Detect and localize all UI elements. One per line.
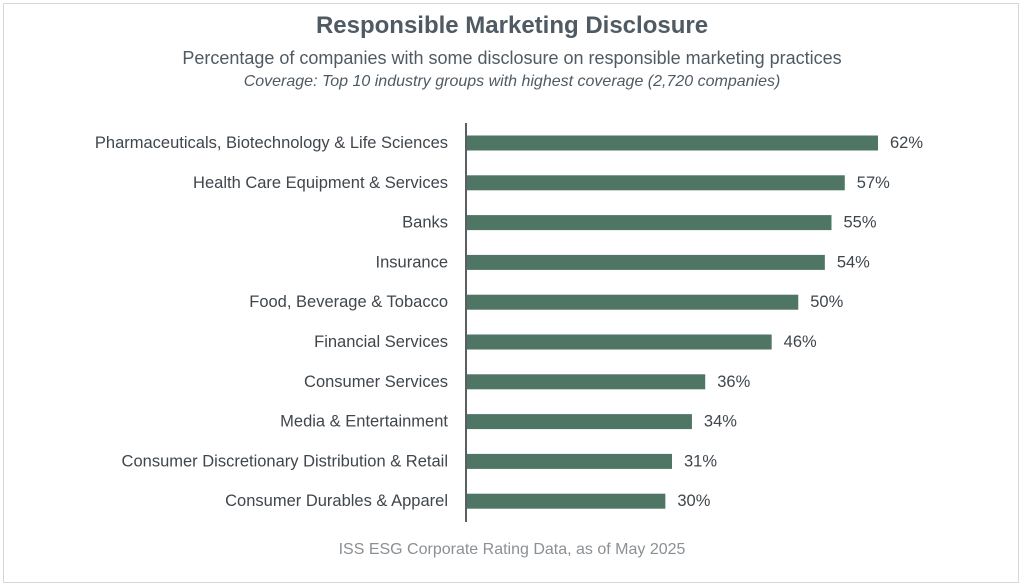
chart-subtitle: Percentage of companies with some disclo… <box>182 48 842 68</box>
chart-frame <box>3 3 1019 583</box>
value-label: 30% <box>677 492 710 510</box>
category-label: Consumer Durables & Apparel <box>225 492 448 510</box>
value-label: 57% <box>857 174 890 192</box>
value-label: 46% <box>784 333 817 351</box>
category-label: Food, Beverage & Tobacco <box>249 293 448 311</box>
value-label: 34% <box>704 413 737 431</box>
category-label: Financial Services <box>314 333 448 351</box>
bar <box>466 493 666 509</box>
value-label: 55% <box>843 214 876 232</box>
bar <box>466 414 692 430</box>
bar <box>466 334 772 350</box>
category-label: Banks <box>402 214 448 232</box>
bar <box>466 254 825 270</box>
category-label: Insurance <box>376 253 448 271</box>
bar <box>466 135 878 151</box>
value-label: 36% <box>717 373 750 391</box>
category-label: Pharmaceuticals, Biotechnology & Life Sc… <box>95 134 448 152</box>
coverage-note: Coverage: Top 10 industry groups with hi… <box>243 73 781 90</box>
value-label: 50% <box>810 293 843 311</box>
bar <box>466 175 845 191</box>
bar <box>466 453 672 469</box>
category-label: Health Care Equipment & Services <box>193 174 448 192</box>
category-label: Consumer Discretionary Distribution & Re… <box>122 452 448 470</box>
bar <box>466 215 832 231</box>
bar <box>466 294 799 310</box>
category-label: Media & Entertainment <box>280 413 448 431</box>
value-label: 54% <box>837 253 870 271</box>
source-note: ISS ESG Corporate Rating Data, as of May… <box>338 541 686 558</box>
category-label: Consumer Services <box>304 373 448 391</box>
value-label: 62% <box>890 134 923 152</box>
chart-title: Responsible Marketing Disclosure <box>315 12 709 39</box>
value-label: 31% <box>684 452 717 470</box>
bar <box>466 374 706 390</box>
